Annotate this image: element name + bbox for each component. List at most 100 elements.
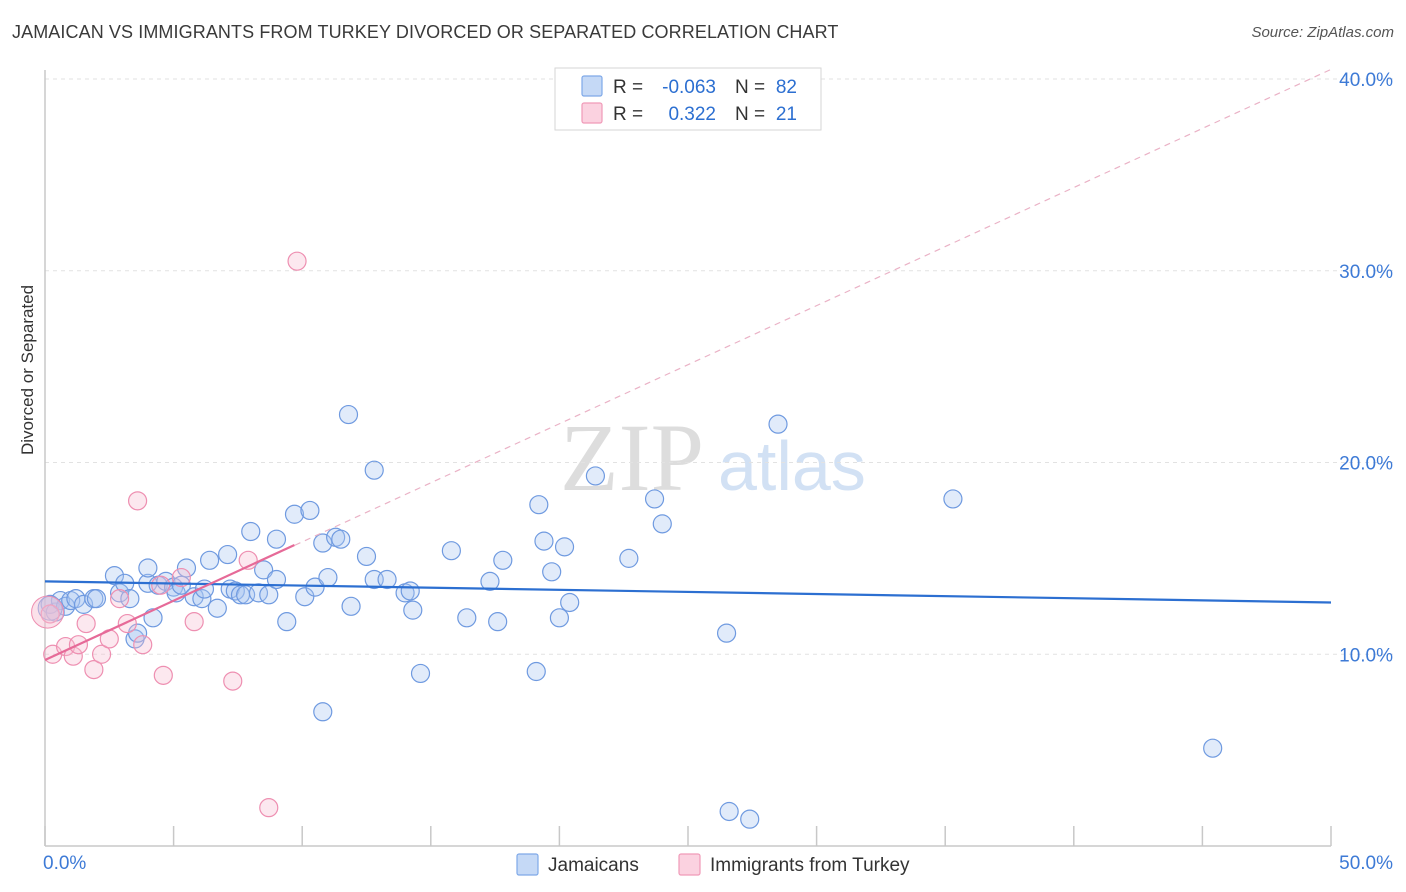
jamaicans-point-38 xyxy=(266,529,287,549)
turkey-point-17 xyxy=(223,671,243,691)
series-jamaicans xyxy=(37,404,1223,829)
bottom-legend-label-turkey: Immigrants from Turkey xyxy=(710,855,910,876)
bottom-legend: Jamaicans Immigrants from Turkey xyxy=(516,853,910,876)
turkey-point-7 xyxy=(91,644,112,664)
jamaicans-point-41 xyxy=(295,587,315,607)
jamaicans-point-56 xyxy=(403,600,423,620)
turkey-point-20 xyxy=(287,251,307,271)
trend-line-turkey xyxy=(44,543,295,662)
jamaicans-point-21 xyxy=(171,575,191,595)
turkey-point-6 xyxy=(84,659,104,680)
jamaicans-point-58 xyxy=(441,541,461,561)
jamaicans-point-71 xyxy=(619,548,639,568)
jamaicans-point-50 xyxy=(356,546,377,567)
jamaicans-point-68 xyxy=(554,537,575,557)
jamaicans-point-48 xyxy=(338,404,359,425)
jamaicans-point-62 xyxy=(493,550,513,570)
jamaicans-point-78 xyxy=(943,489,963,509)
bottom-legend-swatch-jamaicans xyxy=(516,853,539,876)
jamaicans-point-70 xyxy=(585,466,606,486)
y-tick-labels: 10.0% 20.0% 30.0% 40.0% xyxy=(1339,70,1393,666)
jamaicans-point-8 xyxy=(86,589,107,609)
x-tick-label-max: 50.0% xyxy=(1339,853,1393,874)
source-label: Source: ZipAtlas.com xyxy=(1251,24,1394,41)
jamaicans-point-73 xyxy=(652,514,672,534)
jamaicans-point-13 xyxy=(127,623,148,643)
turkey-point-9 xyxy=(109,589,130,609)
watermark-zip: ZIP xyxy=(560,404,704,511)
trend-lines xyxy=(44,68,1332,662)
turkey-point-14 xyxy=(153,665,173,685)
jamaicans-point-22 xyxy=(176,558,197,578)
jamaicans-point-59 xyxy=(457,608,477,628)
jamaicans-point-26 xyxy=(200,550,220,570)
jamaicans-point-80 xyxy=(313,702,333,722)
jamaicans-point-47 xyxy=(331,529,351,549)
turkey-point-13 xyxy=(151,575,171,595)
legend-swatch-turkey xyxy=(581,102,603,124)
jamaicans-point-2 xyxy=(50,590,71,611)
jamaicans-point-9 xyxy=(104,566,125,586)
y-tick-label-30: 30.0% xyxy=(1339,262,1393,283)
x-tick-label-min: 0.0% xyxy=(43,853,86,874)
jamaicans-point-60 xyxy=(480,571,500,591)
x-ticks xyxy=(44,826,1332,846)
bottom-legend-swatch-turkey xyxy=(678,853,701,876)
turkey-cluster-point xyxy=(31,595,65,629)
grid xyxy=(45,78,1393,655)
jamaicans-point-15 xyxy=(138,558,158,578)
jamaicans-point-81 xyxy=(120,589,140,609)
jamaicans-point-69 xyxy=(560,592,580,613)
jamaicans-point-10 xyxy=(109,583,130,603)
jamaicans-point-77 xyxy=(768,414,788,434)
turkey-point-19 xyxy=(259,798,279,818)
jamaicans-point-57 xyxy=(410,663,431,684)
turkey-point-12 xyxy=(133,635,153,655)
jamaicans-point-75 xyxy=(719,801,739,822)
turkey-point-16 xyxy=(184,612,204,632)
jamaicans-point-35 xyxy=(254,560,274,580)
x-tick-labels: 0.0% 50.0% xyxy=(43,853,1393,874)
legend-r-value-2: 0.322 xyxy=(668,104,716,125)
chart-title: JAMAICAN VS IMMIGRANTS FROM TURKEY DIVOR… xyxy=(12,22,839,42)
watermark-atlas: atlas xyxy=(718,427,866,505)
legend-n-value-1: 82 xyxy=(776,77,797,98)
jamaicans-point-74 xyxy=(716,623,737,643)
jamaicans-point-49 xyxy=(341,596,361,616)
jamaicans-point-72 xyxy=(644,489,665,509)
jamaicans-point-52 xyxy=(364,460,384,480)
legend-n-value-2: 21 xyxy=(776,104,797,125)
bottom-legend-label-jamaicans: Jamaicans xyxy=(548,855,639,876)
legend-r-value-1: -0.063 xyxy=(662,77,716,98)
legend-n-label-1: N = xyxy=(735,77,765,98)
trend-line-jamaicans xyxy=(44,580,1332,604)
jamaicans-point-42 xyxy=(300,500,320,521)
jamaicans-point-28 xyxy=(218,544,238,565)
jamaicans-point-37 xyxy=(266,569,287,590)
jamaicans-point-55 xyxy=(400,581,420,601)
jamaicans-point-66 xyxy=(542,562,562,582)
top-legend: R = -0.063 N = 82 R = 0.322 N = 21 xyxy=(554,67,822,131)
turkey-point-10 xyxy=(117,613,137,634)
jamaicans-point-33 xyxy=(241,521,261,542)
jamaicans-point-45 xyxy=(318,567,338,588)
jamaicans-point-63 xyxy=(526,661,546,682)
y-tick-label-10: 10.0% xyxy=(1339,645,1393,666)
jamaicans-point-27 xyxy=(207,598,227,618)
y-tick-label-40: 40.0% xyxy=(1339,70,1393,91)
y-tick-label-20: 20.0% xyxy=(1339,454,1393,475)
jamaicans-point-79 xyxy=(1203,738,1223,758)
jamaicans-point-30 xyxy=(225,581,245,601)
jamaicans-point-53 xyxy=(377,569,397,590)
jamaicans-point-76 xyxy=(740,809,760,829)
jamaicans-point-61 xyxy=(488,612,508,632)
legend-r-label-2: R = xyxy=(613,104,643,125)
legend-swatch-jamaicans xyxy=(581,75,603,97)
jamaicans-point-65 xyxy=(534,531,554,551)
turkey-point-5 xyxy=(76,613,96,634)
series-immigrants-from-turkey xyxy=(31,251,307,818)
turkey-point-15 xyxy=(171,567,191,588)
turkey-point-0 xyxy=(40,604,60,624)
jamaicans-point-67 xyxy=(549,608,570,628)
